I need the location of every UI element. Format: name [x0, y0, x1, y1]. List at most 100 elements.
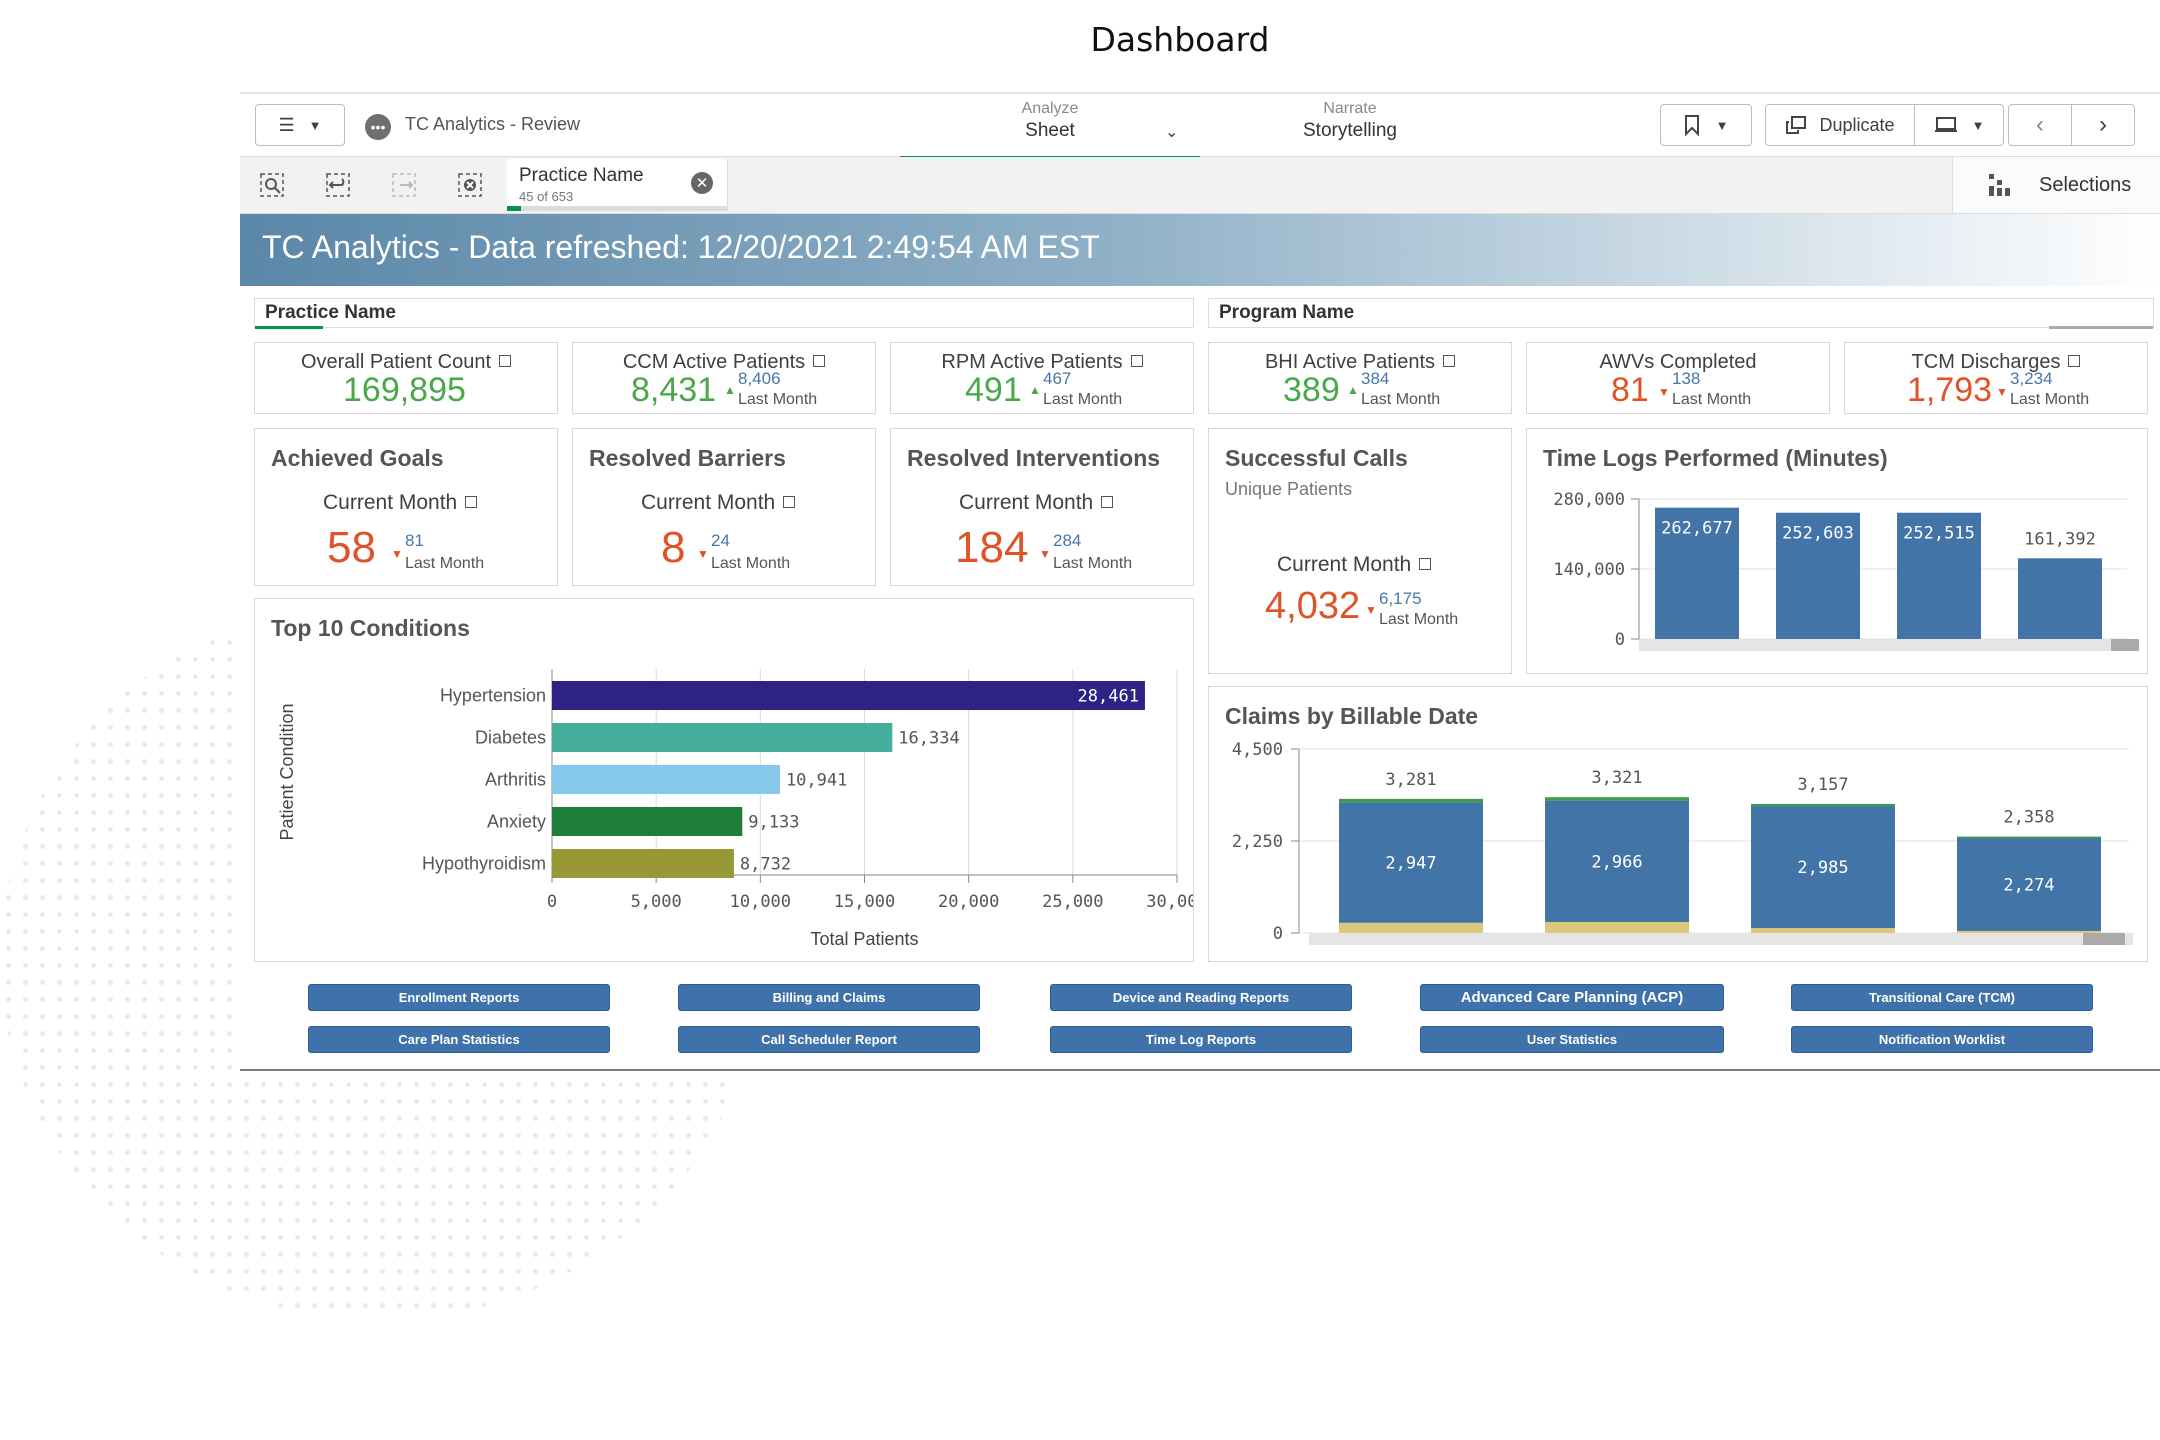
data-label: 9,133	[748, 813, 799, 833]
app-name: TC Analytics - Review	[405, 114, 581, 134]
tab-narrate-storytelling[interactable]: Narrate Storytelling	[1250, 100, 1450, 142]
kpi-compare-label: Last Month	[1043, 391, 1123, 408]
enrollment-reports-button[interactable]: Enrollment Reports	[308, 984, 610, 1011]
menu-button[interactable]: ☰ ▼	[255, 104, 345, 146]
external-link-icon	[783, 496, 796, 508]
page-title: Dashboard	[1090, 20, 1270, 59]
kpi-awvs-completed[interactable]: AWVs Completed 81 ▼ 138 Last Month	[1526, 342, 1830, 414]
card-title: Resolved Barriers	[589, 445, 786, 471]
card-resolved-barriers[interactable]: Resolved Barriers Current Month 8 ▼ 24 L…	[572, 428, 876, 586]
kpi-value: 169,895	[343, 371, 466, 409]
clear-selection-icon[interactable]: ✕	[691, 172, 713, 194]
chevron-down-icon[interactable]: ⌄	[1165, 124, 1179, 141]
chart-claims-by-billable-date[interactable]: Claims by Billable Date 0 2,250 4,500 2,947…	[1208, 686, 2148, 962]
kpi-value: 81	[1611, 371, 1649, 409]
data-label: 2,274	[2003, 875, 2054, 895]
filter-program-name[interactable]: Program Name	[1208, 298, 2154, 329]
step-back-icon[interactable]	[324, 171, 352, 199]
category-label: Hypertension	[440, 686, 546, 706]
kpi-rpm-active-patients[interactable]: RPM Active Patients 491 ▲ 467 Last Month	[890, 342, 1194, 414]
bar	[1776, 512, 1860, 639]
clear-selections-icon[interactable]	[456, 171, 484, 199]
device-and-reading-reports-button[interactable]: Device and Reading Reports	[1050, 984, 1352, 1011]
kpi-tcm-discharges[interactable]: TCM Discharges 1,793 ▼ 3,234 Last Month	[1844, 342, 2148, 414]
kpi-compare-label: Last Month	[738, 391, 818, 408]
card-resolved-interventions[interactable]: Resolved Interventions Current Month 184…	[890, 428, 1194, 586]
chart-time-logs[interactable]: Time Logs Performed (Minutes) 0 140,000 28…	[1526, 428, 2148, 674]
call-scheduler-report-button[interactable]: Call Scheduler Report	[678, 1026, 980, 1053]
chart-title: Time Logs Performed (Minutes)	[1543, 445, 1888, 471]
storytelling-label: Storytelling	[1303, 120, 1397, 141]
x-tick-label: 30,000	[1146, 892, 1193, 912]
external-link-icon	[1419, 558, 1432, 570]
bar-segment	[1545, 921, 1689, 933]
billing-and-claims-button[interactable]: Billing and Claims	[678, 984, 980, 1011]
smart-search-icon[interactable]	[258, 171, 286, 199]
chart-top-conditions[interactable]: Top 10 Conditions 0 5,000 10,000 15,000 20,0…	[254, 598, 1194, 962]
data-label: 28,461	[1078, 687, 1139, 707]
y-tick-label: 2,250	[1232, 832, 1283, 852]
bar-segment	[1545, 797, 1689, 801]
card-compare-value: 284	[1053, 531, 1082, 550]
selections-tool-button[interactable]: Selections	[1952, 157, 2160, 213]
card-title: Resolved Interventions	[907, 445, 1161, 471]
caret-down-icon: ▼	[1715, 117, 1729, 133]
scrollbar-thumb	[2083, 933, 2125, 945]
caret-down-icon: ▼	[308, 117, 322, 133]
category-label: Anxiety	[487, 812, 546, 832]
trend-down-icon: ▼	[1658, 385, 1670, 399]
bar	[552, 681, 1145, 710]
chevron-right-icon: ›	[2099, 111, 2107, 138]
kpi-overall-patient-count[interactable]: Overall Patient Count 169,895	[254, 342, 558, 414]
y-tick-label: 0	[1615, 630, 1625, 650]
card-compare-label: Last Month	[711, 555, 791, 572]
total-label: 2,358	[2003, 808, 2054, 828]
app-options-icon[interactable]: •••	[365, 114, 391, 140]
tcm-button[interactable]: Transitional Care (TCM)	[1791, 984, 2093, 1011]
kpi-bhi-active-patients[interactable]: BHI Active Patients 389 ▲ 384 Last Month	[1208, 342, 1512, 414]
kpi-compare-value: 3,234	[2010, 369, 2053, 388]
selections-label: Selections	[2039, 173, 2132, 196]
caret-down-icon: ▼	[1971, 117, 1985, 133]
selection-field-name: Practice Name	[519, 165, 644, 186]
step-forward-icon[interactable]	[390, 171, 418, 199]
care-plan-statistics-button[interactable]: Care Plan Statistics	[308, 1026, 610, 1053]
x-tick-label: 20,000	[938, 892, 999, 912]
bar-segment	[1957, 836, 2101, 838]
qlik-app-window: ☰ ▼ ••• TC Analytics - Review Analyze She…	[240, 92, 2160, 1071]
data-label: 252,515	[1903, 524, 1975, 544]
device-view-button[interactable]: ▼	[1914, 104, 2004, 146]
scrollbar-track	[1309, 933, 2133, 945]
filter-practice-name[interactable]: Practice Name	[254, 298, 1194, 329]
y-tick-label: 140,000	[1553, 560, 1625, 580]
notification-worklist-button[interactable]: Notification Worklist	[1791, 1026, 2093, 1053]
data-label: 2,966	[1591, 852, 1642, 872]
filter-label: Practice Name	[265, 302, 396, 323]
time-log-reports-button[interactable]: Time Log Reports	[1050, 1026, 1352, 1053]
previous-sheet-button[interactable]: ‹	[2008, 104, 2072, 146]
bar-segment	[1339, 798, 1483, 803]
kpi-compare-label: Last Month	[2010, 391, 2090, 408]
bookmark-button[interactable]: ▼	[1660, 104, 1752, 146]
user-statistics-button[interactable]: User Statistics	[1420, 1026, 1724, 1053]
duplicate-button[interactable]: Duplicate	[1765, 104, 1915, 146]
analyze-label: Analyze	[1021, 100, 1079, 117]
period-label: Current Month	[959, 491, 1094, 514]
banner-text: TC Analytics - Data refreshed: 12/20/202…	[262, 229, 1100, 265]
y-tick-label: 4,500	[1232, 740, 1283, 760]
tab-analyze-sheet[interactable]: Analyze Sheet	[900, 100, 1200, 159]
kpi-ccm-active-patients[interactable]: CCM Active Patients 8,431 ▲ 8,406 Last M…	[572, 342, 876, 414]
next-sheet-button[interactable]: ›	[2071, 104, 2135, 146]
sheet-label: Sheet	[1025, 120, 1075, 141]
category-label: Diabetes	[475, 728, 546, 748]
card-successful-calls[interactable]: Successful Calls Unique Patients Current…	[1208, 428, 1512, 674]
selection-chip-practice-name[interactable]: Practice Name 45 of 653 ✕	[507, 159, 728, 211]
bookmark-icon	[1684, 115, 1699, 136]
selections-grid-icon	[1989, 174, 2010, 196]
kpi-compare-label: Last Month	[1672, 391, 1752, 408]
card-achieved-goals[interactable]: Achieved Goals Current Month 58 ▼ 81 Las…	[254, 428, 558, 586]
total-label: 3,321	[1591, 768, 1642, 788]
acp-button[interactable]: Advanced Care Planning (ACP)	[1420, 984, 1724, 1011]
bar-segment	[1751, 803, 1895, 807]
card-compare-value: 24	[711, 531, 730, 550]
